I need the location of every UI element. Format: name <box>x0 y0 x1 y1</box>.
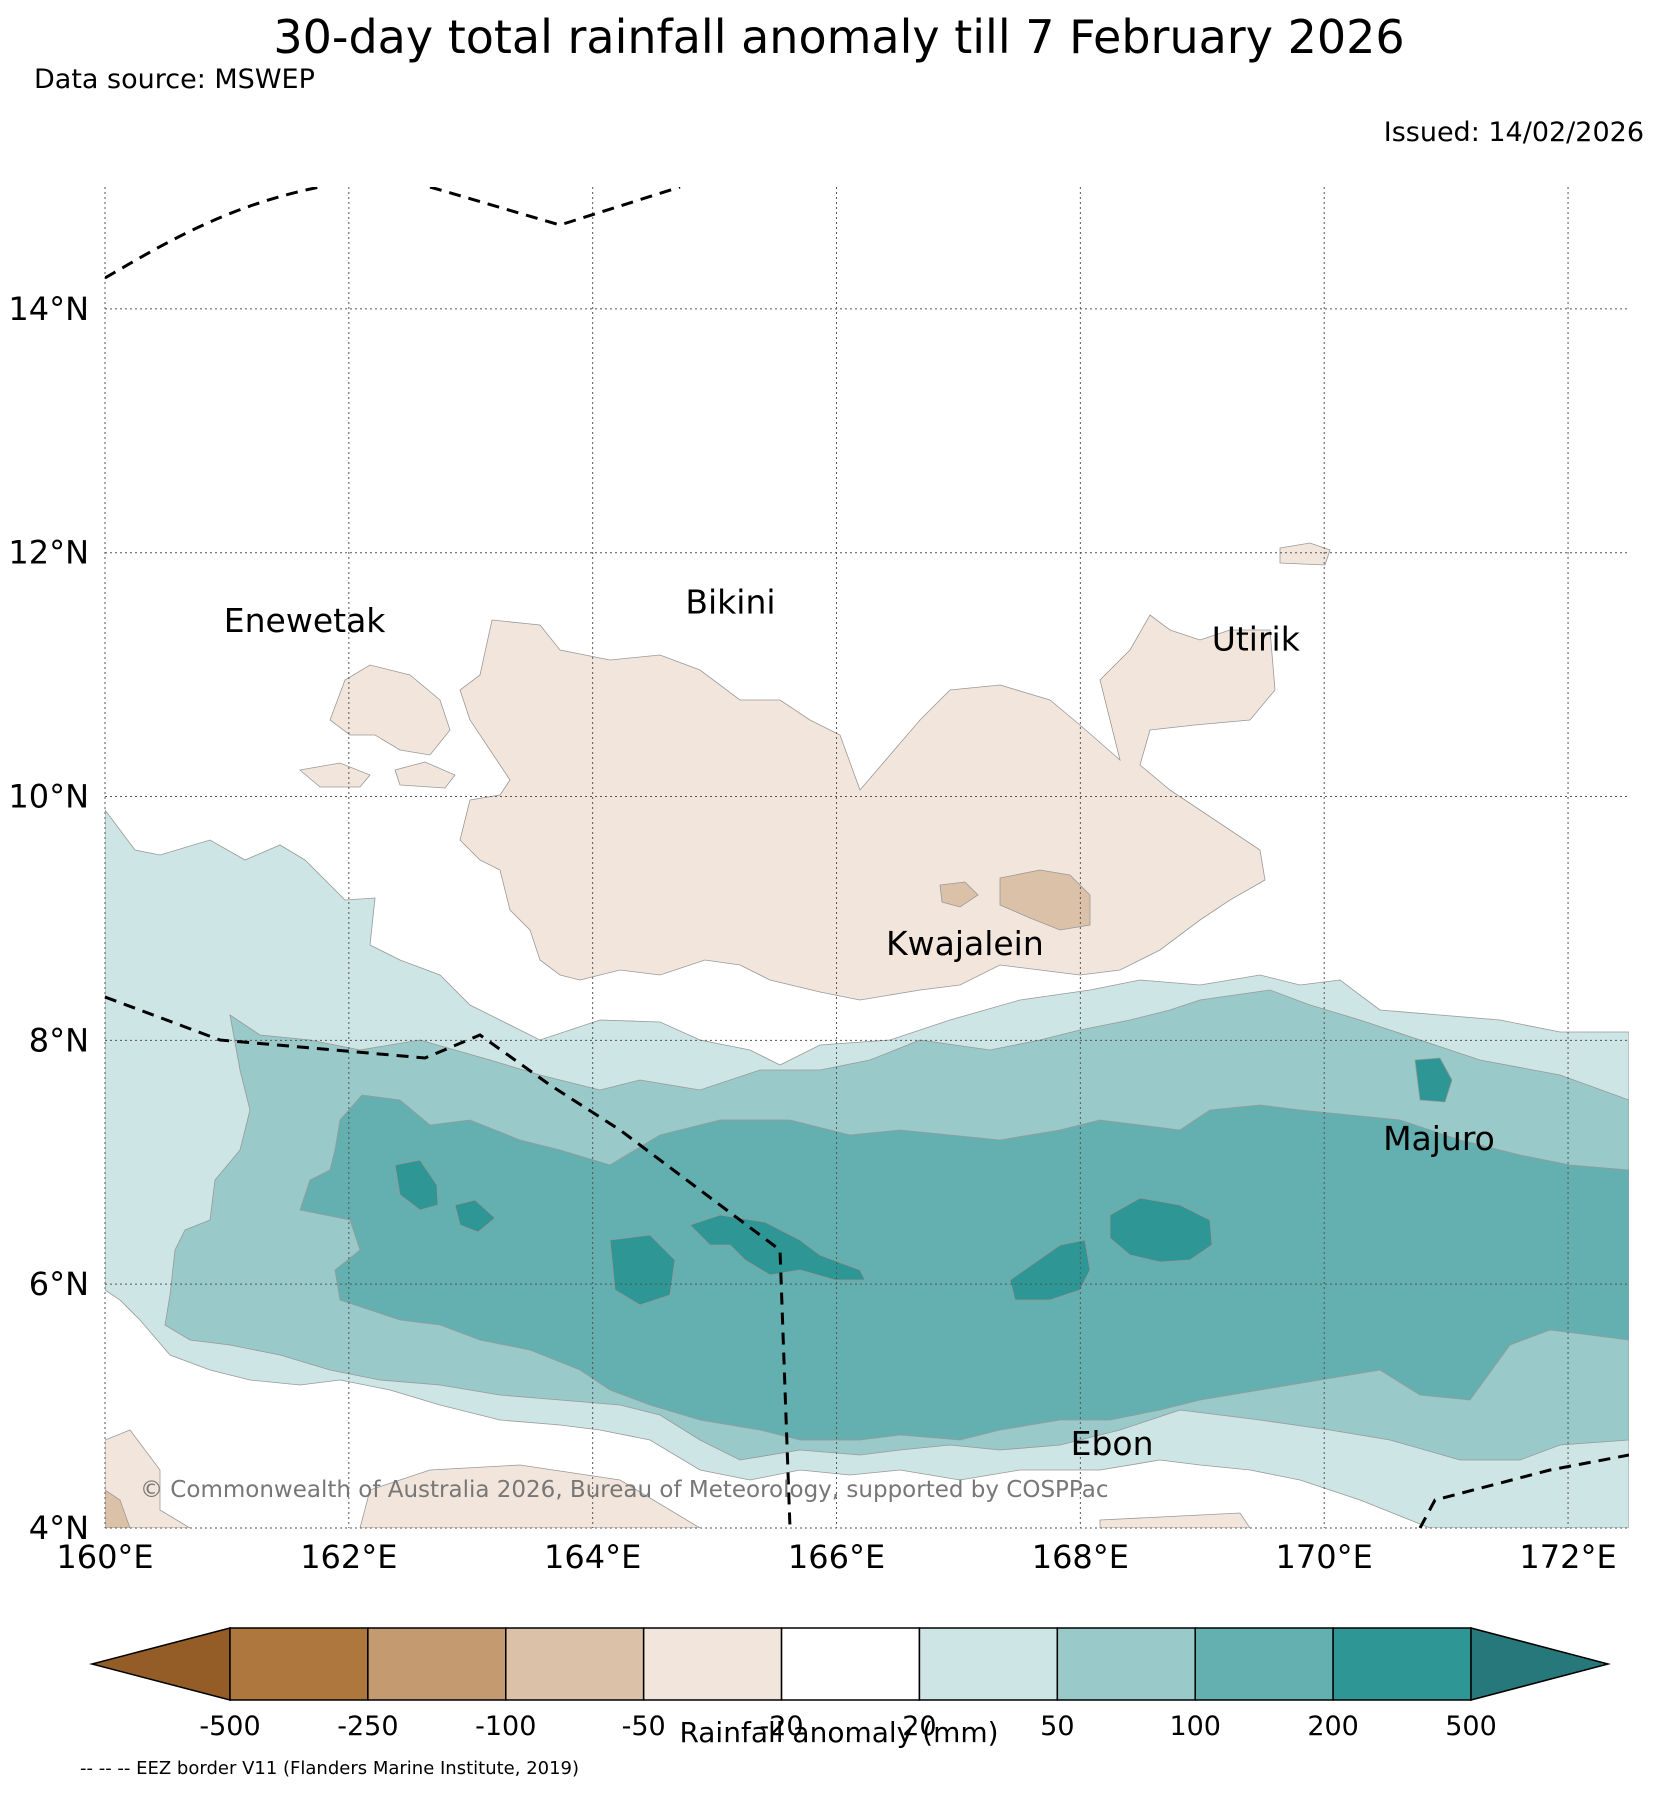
lat-tick-label: 12°N <box>8 534 89 572</box>
axis-tick-labels: 160°E 162°E 164°E 166°E 168°E 170°E 172°E 4°N 6°… <box>8 290 1616 1576</box>
dry-strip-south-4 <box>1099 1512 1251 1528</box>
eez-border-west <box>105 995 792 1528</box>
colorbar-tick-label: 100 <box>1169 1711 1221 1742</box>
dry-patch-small <box>299 762 371 788</box>
place-label: Enewetak <box>224 601 387 640</box>
dry-patch-darker <box>999 869 1091 931</box>
dry-region <box>459 614 1276 1001</box>
dry-strip-south-3 <box>105 1489 131 1528</box>
colorbar-extend-low <box>89 1627 231 1701</box>
lon-tick-label: 172°E <box>1519 1538 1616 1576</box>
place-label: Ebon <box>1071 1424 1154 1463</box>
wet-core-4 <box>689 1214 866 1281</box>
wet-core-7 <box>1414 1057 1453 1103</box>
dry-region-west <box>329 664 451 756</box>
colorbar-tick-label: -500 <box>199 1711 260 1742</box>
lon-tick-label: 160°E <box>56 1538 153 1576</box>
eez-border-north <box>105 187 321 280</box>
place-label: Kwajalein <box>886 924 1044 963</box>
colorbar-tick-label: -100 <box>475 1711 536 1742</box>
wet-core-3 <box>609 1234 676 1306</box>
wet-core-2 <box>454 1199 496 1233</box>
colorbar-tick-label: 50 <box>1040 1711 1074 1742</box>
dry-patch-small-2 <box>394 761 456 789</box>
eez-footnote: -- -- -- EEZ border V11 (Flanders Marine… <box>80 1758 580 1779</box>
lon-tick-label: 166°E <box>788 1538 885 1576</box>
dry-patch-darker-2 <box>939 881 979 908</box>
dry-strip-south-2 <box>359 1464 701 1528</box>
eez-border-north-2 <box>429 187 681 227</box>
wet-core-5 <box>1009 1239 1091 1301</box>
lat-tick-label: 4°N <box>29 1509 89 1547</box>
place-label: Majuro <box>1383 1119 1495 1158</box>
colorbar-extend-high <box>1470 1627 1611 1701</box>
lon-tick-label: 170°E <box>1276 1538 1373 1576</box>
lat-tick-label: 14°N <box>8 290 89 328</box>
colorbar-swatch <box>1332 1627 1472 1701</box>
colorbar-tick-label: -250 <box>337 1711 398 1742</box>
colorbar-tick-label: 500 <box>1445 1711 1497 1742</box>
lon-tick-label: 164°E <box>544 1538 641 1576</box>
lon-tick-label: 168°E <box>1032 1538 1129 1576</box>
colorbar-tick-label: 200 <box>1307 1711 1359 1742</box>
colorbar-swatch <box>1056 1627 1196 1701</box>
colorbar-swatch <box>780 1627 921 1701</box>
map-title: 30-day total rainfall anomaly till 7 Feb… <box>273 10 1405 64</box>
eez-borders <box>105 187 1629 1528</box>
place-labels: Enewetak Bikini Utirik Kwajalein Majuro Ebon <box>224 583 1495 1463</box>
wet-core-1 <box>394 1159 439 1211</box>
lat-tick-label: 6°N <box>29 1265 89 1303</box>
colorbar-label: Rainfall anomaly (mm) <box>679 1716 999 1749</box>
colorbar: -500 -250 -100 -50 -20 20 50 100 200 500 <box>89 1627 1611 1742</box>
colorbar-tick-label: 20 <box>902 1711 936 1742</box>
colorbar-swatch <box>505 1627 645 1701</box>
eez-border-south <box>1418 1453 1629 1528</box>
colorbar-swatch <box>229 1627 369 1701</box>
wet-band-100 <box>299 1094 1629 1441</box>
wet-core-6 <box>1109 1197 1213 1263</box>
anomaly-fields <box>105 542 1629 1528</box>
colorbar-swatch <box>367 1627 507 1701</box>
colorbar-tick-label: -50 <box>622 1711 666 1742</box>
colorbar-swatch <box>918 1627 1059 1701</box>
graticule <box>104 187 1629 1529</box>
issued-date: Issued: 14/02/2026 <box>1383 117 1644 148</box>
lon-tick-label: 162°E <box>300 1538 397 1576</box>
colorbar-tick-label: -20 <box>760 1711 804 1742</box>
copyright-text: © Commonwealth of Australia 2026, Bureau… <box>140 1477 1109 1503</box>
dry-patch-north <box>1279 542 1331 566</box>
colorbar-swatch <box>1194 1627 1334 1701</box>
place-label: Bikini <box>685 583 775 622</box>
lat-tick-label: 10°N <box>8 778 89 816</box>
colorbar-swatch <box>642 1627 783 1701</box>
place-label: Utirik <box>1212 619 1301 658</box>
lat-tick-label: 8°N <box>29 1021 89 1059</box>
dry-strip-south <box>105 1429 191 1528</box>
data-source: Data source: MSWEP <box>34 64 315 95</box>
